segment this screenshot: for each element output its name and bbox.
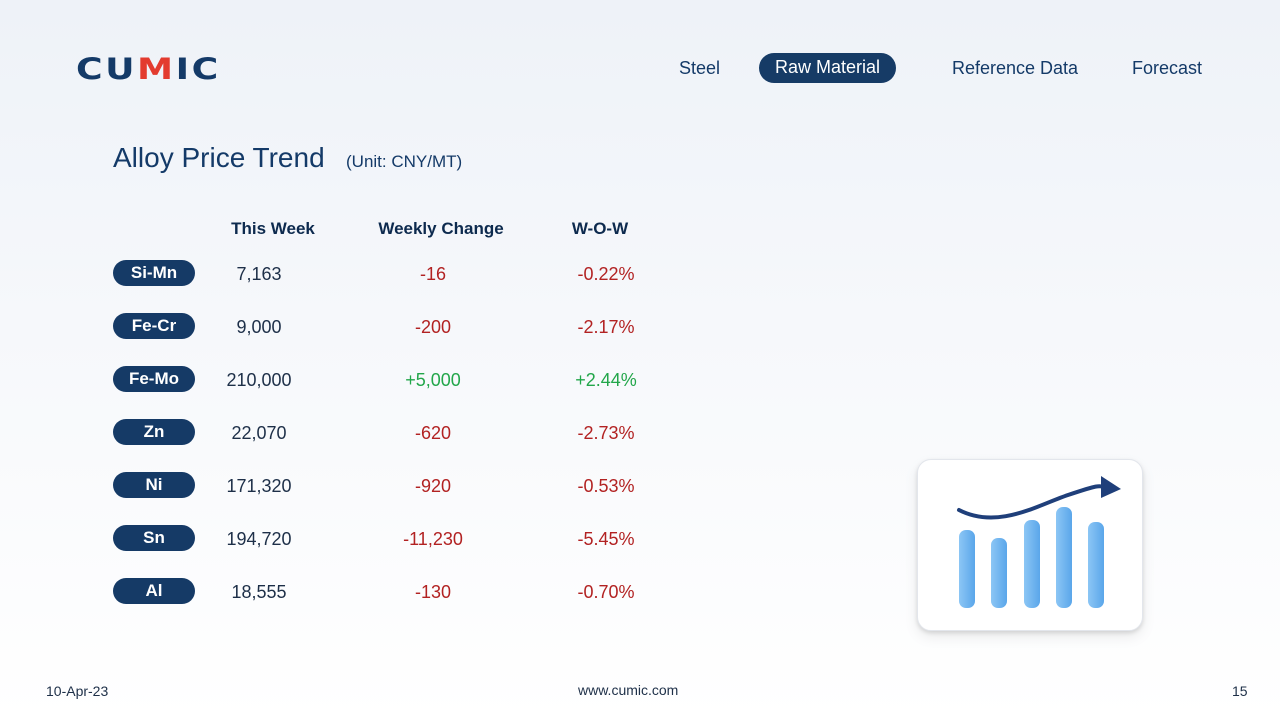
weekly-change-value: -11,230 <box>403 529 463 549</box>
alloy-pill: Zn <box>113 419 195 445</box>
alloy-pill: Fe-Mo <box>113 366 195 392</box>
weekly-change-value: -200 <box>414 317 452 337</box>
cumic-logo: CUMIC <box>76 52 221 86</box>
footer-url[interactable]: www.cumic.com <box>578 682 679 698</box>
this-week-value: 18,555 <box>231 582 287 602</box>
unit-label: (Unit: CNY/MT) <box>346 152 463 171</box>
this-week-value: 22,070 <box>231 423 287 443</box>
header-weekly-change: Weekly Change <box>378 219 504 238</box>
nav-item-raw-material[interactable]: Raw Material <box>759 53 897 83</box>
page-number: 15 <box>1232 683 1248 699</box>
wow-value: -0.22% <box>577 264 635 284</box>
weekly-change-value: -620 <box>414 423 452 443</box>
table-row: Zn 22,070 -620 -2.73% <box>0 419 700 447</box>
table-row: Fe-Cr 9,000 -200 -2.17% <box>0 313 700 341</box>
nav-item-steel[interactable]: Steel <box>679 58 721 78</box>
wow-value: -2.17% <box>577 317 635 337</box>
this-week-value: 210,000 <box>226 370 292 390</box>
wow-value: -0.70% <box>577 582 635 602</box>
nav-item-reference-data[interactable]: Reference Data <box>952 58 1079 78</box>
this-week-value: 194,720 <box>226 529 292 549</box>
header-this-week: This Week <box>231 219 315 238</box>
table-row: Ni 171,320 -920 -0.53% <box>0 472 700 500</box>
table-row: Al 18,555 -130 -0.70% <box>0 578 700 606</box>
alloy-pill: Al <box>113 578 195 604</box>
alloy-pill: Sn <box>113 525 195 551</box>
wow-value: -5.45% <box>577 529 635 549</box>
this-week-value: 9,000 <box>236 317 282 337</box>
header-wow: W-O-W <box>571 219 629 238</box>
wow-value: +2.44% <box>575 370 637 390</box>
weekly-change-value: -920 <box>414 476 452 496</box>
footer-date: 10-Apr-23 <box>46 683 109 699</box>
bar-chart-trend-icon <box>957 476 1121 608</box>
weekly-change-value: +5,000 <box>405 370 461 390</box>
this-week-value: 171,320 <box>226 476 292 496</box>
wow-value: -2.73% <box>577 423 635 443</box>
chart-illustration-card <box>917 459 1143 631</box>
nav-item-forecast[interactable]: Forecast <box>1132 58 1203 78</box>
alloy-pill: Fe-Cr <box>113 313 195 339</box>
table-row: Sn 194,720 -11,230 -5.45% <box>0 525 700 553</box>
wow-value: -0.53% <box>577 476 635 496</box>
weekly-change-value: -16 <box>419 264 446 284</box>
weekly-change-value: -130 <box>414 582 452 602</box>
table-row: Fe-Mo 210,000 +5,000 +2.44% <box>0 366 700 394</box>
top-nav: Steel Raw Material Reference Data Foreca… <box>0 53 1280 83</box>
alloy-pill: Si-Mn <box>113 260 195 286</box>
this-week-value: 7,163 <box>236 264 282 284</box>
alloy-pill: Ni <box>113 472 195 498</box>
page-title: Alloy Price Trend <box>113 142 325 173</box>
table-row: Si-Mn 7,163 -16 -0.22% <box>0 260 700 288</box>
